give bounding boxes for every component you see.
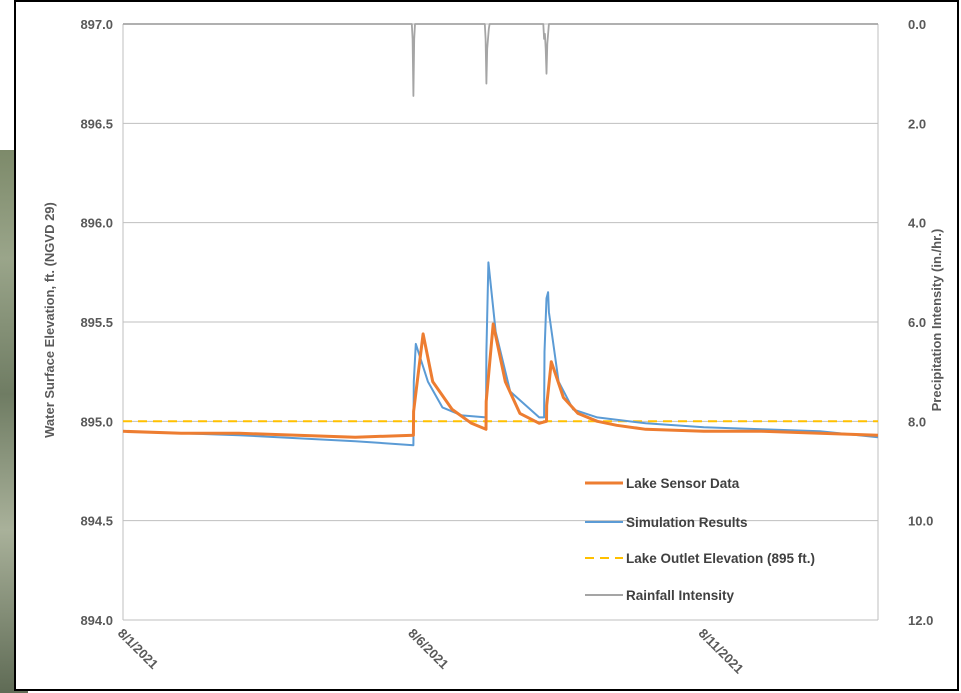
series-line-simulation: [122, 261, 879, 447]
legend-label-rainfall: Rainfall Intensity: [626, 588, 735, 603]
y-tick-label: 897.0: [80, 17, 113, 32]
y-tick-label: 895.0: [80, 414, 113, 429]
y-tick-label: 895.5: [80, 315, 113, 330]
legend-label-outlet: Lake Outlet Elevation (895 ft.): [626, 551, 815, 566]
y2-tick-label: 8.0: [908, 414, 926, 429]
y2-axis-title: Precipitation Intensity (in./hr.): [929, 229, 944, 412]
tick-layer: 894.0 894.5 895.0 895.5 896.0 896.5 897.0 12.0 1…: [80, 17, 933, 677]
y2-tick-label: 6.0: [908, 315, 926, 330]
y2-tick-label: 12.0: [908, 613, 933, 628]
y-tick-label: 896.0: [80, 216, 113, 231]
x-tick-label: 8/1/2021: [115, 626, 161, 672]
y2-tick-label: 0.0: [908, 17, 926, 32]
chart-frame: 894.0 894.5 895.0 895.5 896.0 896.5 897.0 12.0 1…: [14, 0, 959, 691]
grid-layer: [122, 23, 879, 621]
y-tick-label: 896.5: [80, 116, 113, 131]
legend-label-lake-sensor: Lake Sensor Data: [626, 476, 740, 491]
series-layer: [122, 23, 879, 447]
y2-tick-label: 2.0: [908, 116, 926, 131]
chart-svg: 894.0 894.5 895.0 895.5 896.0 896.5 897.0 12.0 1…: [42, 17, 944, 677]
y2-tick-label: 4.0: [908, 216, 926, 231]
y-axis-title: Water Surface Elevation, ft. (NGVD 29): [42, 202, 57, 438]
legend: Lake Sensor Data Simulation Results Lake…: [585, 476, 815, 603]
series-line-lake-sensor: [122, 322, 879, 439]
y2-tick-label: 10.0: [908, 514, 933, 529]
series-line-rainfall: [123, 23, 878, 97]
y-tick-label: 894.5: [80, 514, 113, 529]
x-tick-label: 8/6/2021: [405, 626, 451, 672]
legend-label-simulation: Simulation Results: [626, 515, 748, 530]
y-tick-label: 894.0: [80, 613, 113, 628]
x-tick-label: 8/11/2021: [696, 626, 747, 677]
